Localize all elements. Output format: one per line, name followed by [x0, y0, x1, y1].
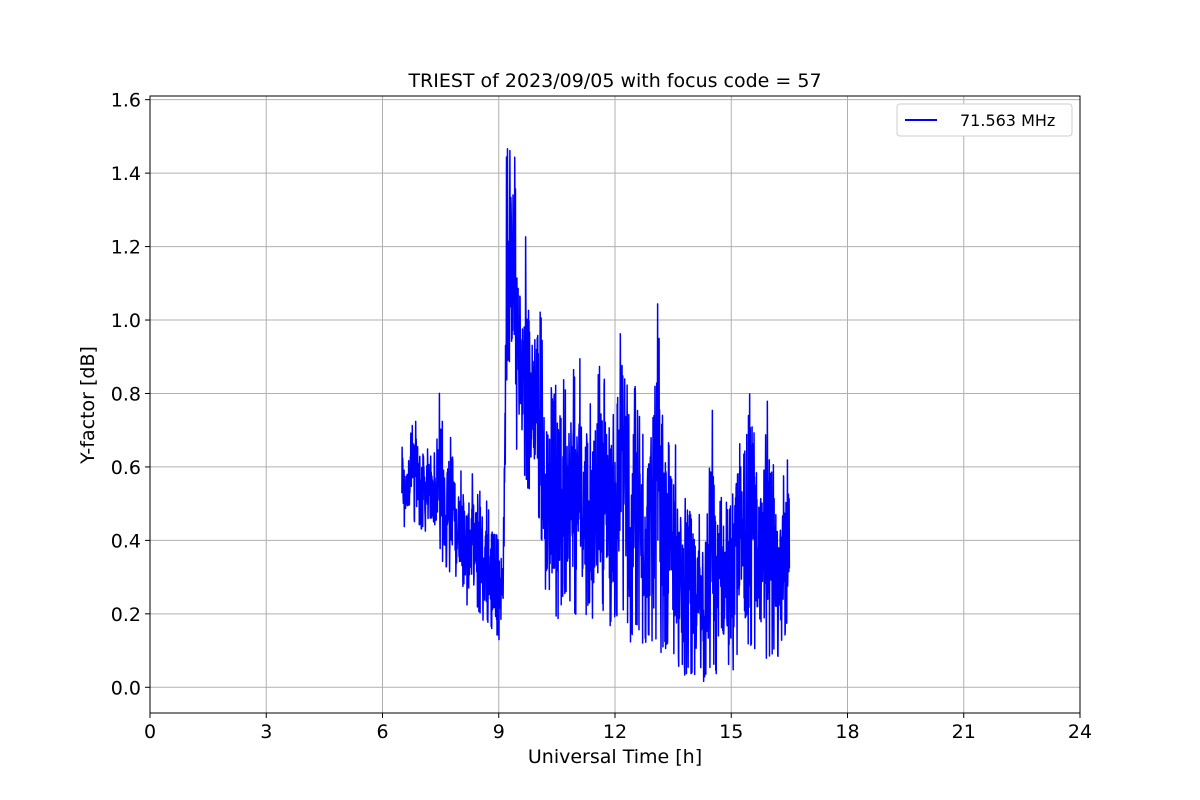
- y-tick-label: 1.2: [111, 237, 141, 259]
- x-tick-label: 0: [144, 721, 156, 743]
- x-tick-label: 12: [603, 721, 627, 743]
- y-tick-label: 1.6: [111, 90, 141, 112]
- x-tick-label: 18: [835, 721, 859, 743]
- y-tick-label: 0.4: [111, 530, 141, 552]
- tick-layer: 0 3 6 9 12 15 18 21 24 0.0 0.2 0.4 0.6 0.8 1.0 1.2 1.4 1.…: [111, 90, 1092, 743]
- x-tick-label: 9: [493, 721, 505, 743]
- y-tick-label: 0.2: [111, 604, 141, 626]
- legend: 71.563 MHz: [896, 103, 1073, 137]
- x-tick-label: 21: [952, 721, 976, 743]
- x-tick-label: 24: [1068, 721, 1092, 743]
- x-tick-label: 6: [376, 721, 388, 743]
- x-axis-label: Universal Time [h]: [528, 746, 702, 768]
- y-tick-label: 1.0: [111, 310, 141, 332]
- y-axis-label: Y-factor [dB]: [77, 346, 99, 465]
- legend-label: 71.563 MHz: [960, 111, 1055, 130]
- plot-frame: [149, 95, 1081, 714]
- y-tick-label: 0.0: [111, 677, 141, 699]
- y-tick-label: 0.6: [111, 457, 141, 479]
- y-tick-label: 1.4: [111, 163, 141, 185]
- series-line-71-563-mhz: [401, 147, 791, 683]
- series-layer: [401, 147, 791, 683]
- x-tick-label: 3: [260, 721, 272, 743]
- chart-title: TRIEST of 2023/09/05 with focus code = 5…: [407, 70, 821, 92]
- y-tick-label: 0.8: [111, 383, 141, 405]
- legend-box: [896, 103, 1073, 137]
- x-tick-label: 15: [719, 721, 743, 743]
